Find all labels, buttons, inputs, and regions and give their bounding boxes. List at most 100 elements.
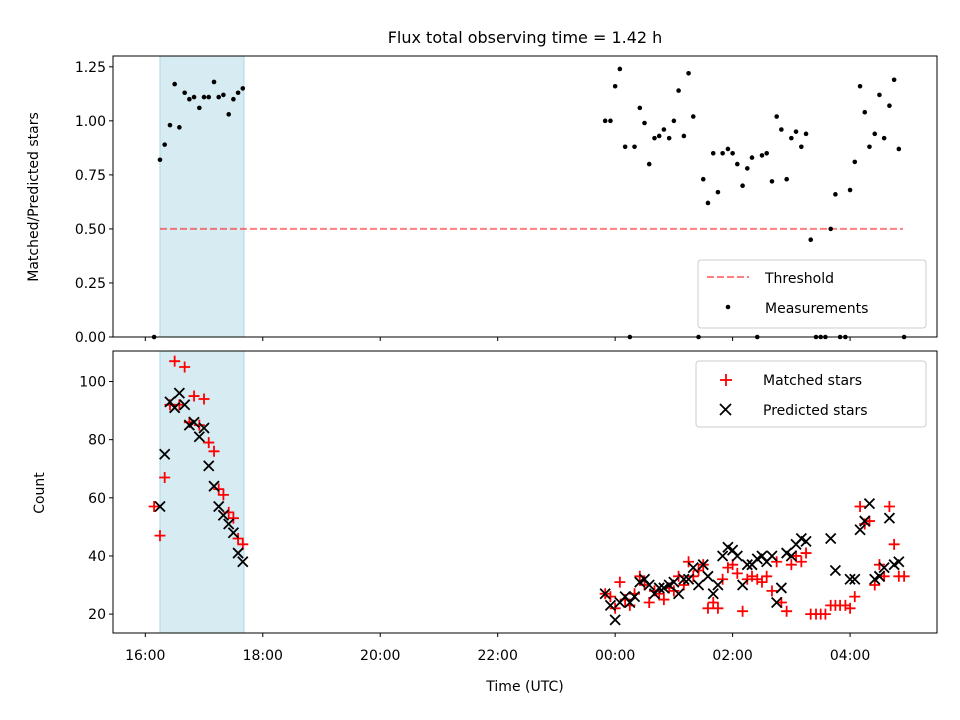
predicted-star-point	[859, 515, 871, 527]
measurement-point	[676, 88, 681, 93]
x-axis-ticks-bottom: 16:00 18:00 20:00 22:00 00:00 02:00 04:00	[125, 633, 870, 664]
predicted-star-point	[712, 579, 724, 591]
predicted-star-point	[766, 550, 778, 562]
measurement-point	[828, 226, 833, 232]
matched-star-point	[785, 559, 797, 571]
predicted-star-point	[672, 588, 685, 600]
legend-top-box	[697, 259, 927, 329]
observing-band-bottom	[159, 350, 245, 634]
legend-matched-swatch	[720, 374, 732, 386]
predicted-star-point	[687, 561, 699, 574]
y-axis-label-top: Matched/Predicted stars	[26, 112, 42, 282]
measurement-point	[793, 129, 799, 134]
matched-star-point	[173, 399, 185, 411]
matched-star-point	[761, 570, 773, 582]
legend-predicted-swatch	[719, 403, 732, 416]
y-tick-label: 60	[88, 491, 106, 507]
predicted-star-point	[771, 596, 783, 609]
predicted-star-point	[863, 497, 876, 510]
matched-star-point	[159, 471, 171, 483]
legend-threshold-label: Threshold	[764, 271, 834, 287]
measurement-point	[197, 105, 202, 111]
predicted-stars-series	[154, 387, 905, 626]
measurement-point	[167, 122, 173, 128]
matched-star-point	[800, 547, 812, 559]
measurement-point	[715, 189, 721, 195]
matched-star-point	[208, 445, 220, 457]
measurement-point	[157, 157, 163, 163]
measurement-point	[887, 103, 892, 109]
predicted-star-point	[609, 614, 621, 626]
x-tick-label: 18:00	[243, 648, 283, 664]
measurement-point	[720, 150, 725, 156]
matched-star-point	[678, 579, 690, 591]
matched-star-point	[756, 576, 768, 588]
measurement-point	[891, 77, 897, 83]
predicted-star-point	[179, 399, 191, 411]
matched-star-point	[712, 602, 724, 614]
measurement-point	[857, 83, 863, 89]
measurement-point	[608, 118, 613, 124]
measurement-point	[642, 120, 647, 126]
x-tick-label: 20:00	[360, 648, 400, 664]
measurements-series	[151, 66, 907, 340]
measurement-point	[725, 146, 731, 152]
measurement-point	[774, 114, 779, 119]
y-tick-label: 0.75	[75, 168, 106, 184]
predicted-star-point	[692, 579, 705, 591]
count-panel: 20 40 60 80 100 16:00 18:00 20:00 22:00 00:00 02:…	[32, 350, 938, 695]
matched-star-point	[198, 393, 210, 405]
measurement-point	[612, 83, 618, 89]
predicted-star-point	[736, 579, 749, 591]
matched-star-point	[683, 556, 695, 568]
measurement-point	[652, 135, 657, 141]
measurement-point	[862, 109, 868, 115]
x-tick-label: 16:00	[125, 648, 165, 664]
measurement-point	[231, 96, 236, 102]
predicted-star-point	[599, 588, 611, 600]
legend-bottom-box	[695, 360, 927, 428]
x-tick-label: 00:00	[595, 648, 635, 664]
predicted-star-point	[800, 535, 812, 548]
predicted-star-point	[854, 524, 866, 536]
predicted-star-point	[731, 550, 743, 562]
predicted-star-point	[878, 561, 890, 574]
x-tick-label: 04:00	[830, 648, 870, 664]
measurement-point	[211, 79, 217, 85]
measurement-point	[235, 90, 241, 96]
matched-star-point	[737, 605, 749, 617]
matched-star-point	[217, 489, 229, 501]
plot-frame-bottom	[112, 350, 938, 634]
chart-title: Flux total observing time = 1.42 h	[388, 28, 663, 47]
predicted-star-point	[173, 387, 186, 399]
predicted-star-point	[707, 588, 719, 600]
y-tick-label: 1.00	[75, 114, 106, 130]
y-tick-label: 0.00	[75, 330, 106, 346]
matched-star-point	[673, 570, 685, 582]
measurement-point	[740, 183, 745, 188]
matched-star-point	[634, 570, 646, 582]
matched-star-point	[154, 530, 166, 542]
measurement-point	[671, 118, 677, 124]
measurement-point	[240, 86, 246, 91]
predicted-star-point	[217, 509, 230, 521]
matched-star-point	[717, 573, 729, 585]
legend-matched-label: Matched stars	[763, 373, 862, 389]
measurement-point	[637, 105, 643, 111]
measurement-point	[681, 133, 687, 139]
matched-star-point	[668, 585, 680, 597]
predicted-star-point	[829, 564, 842, 577]
predicted-star-point	[169, 402, 181, 414]
predicted-star-point	[203, 460, 215, 472]
matched-star-point	[854, 501, 866, 513]
legend-top: Threshold Measurements	[697, 259, 927, 329]
measurement-point	[881, 135, 887, 141]
predicted-star-point	[227, 527, 240, 539]
matched-star-point	[148, 501, 160, 513]
measurement-point	[808, 237, 814, 243]
matched-star-point	[658, 594, 670, 606]
matched-star-point	[844, 602, 856, 614]
matched-star-point	[883, 501, 895, 513]
predicted-star-point	[628, 591, 641, 603]
